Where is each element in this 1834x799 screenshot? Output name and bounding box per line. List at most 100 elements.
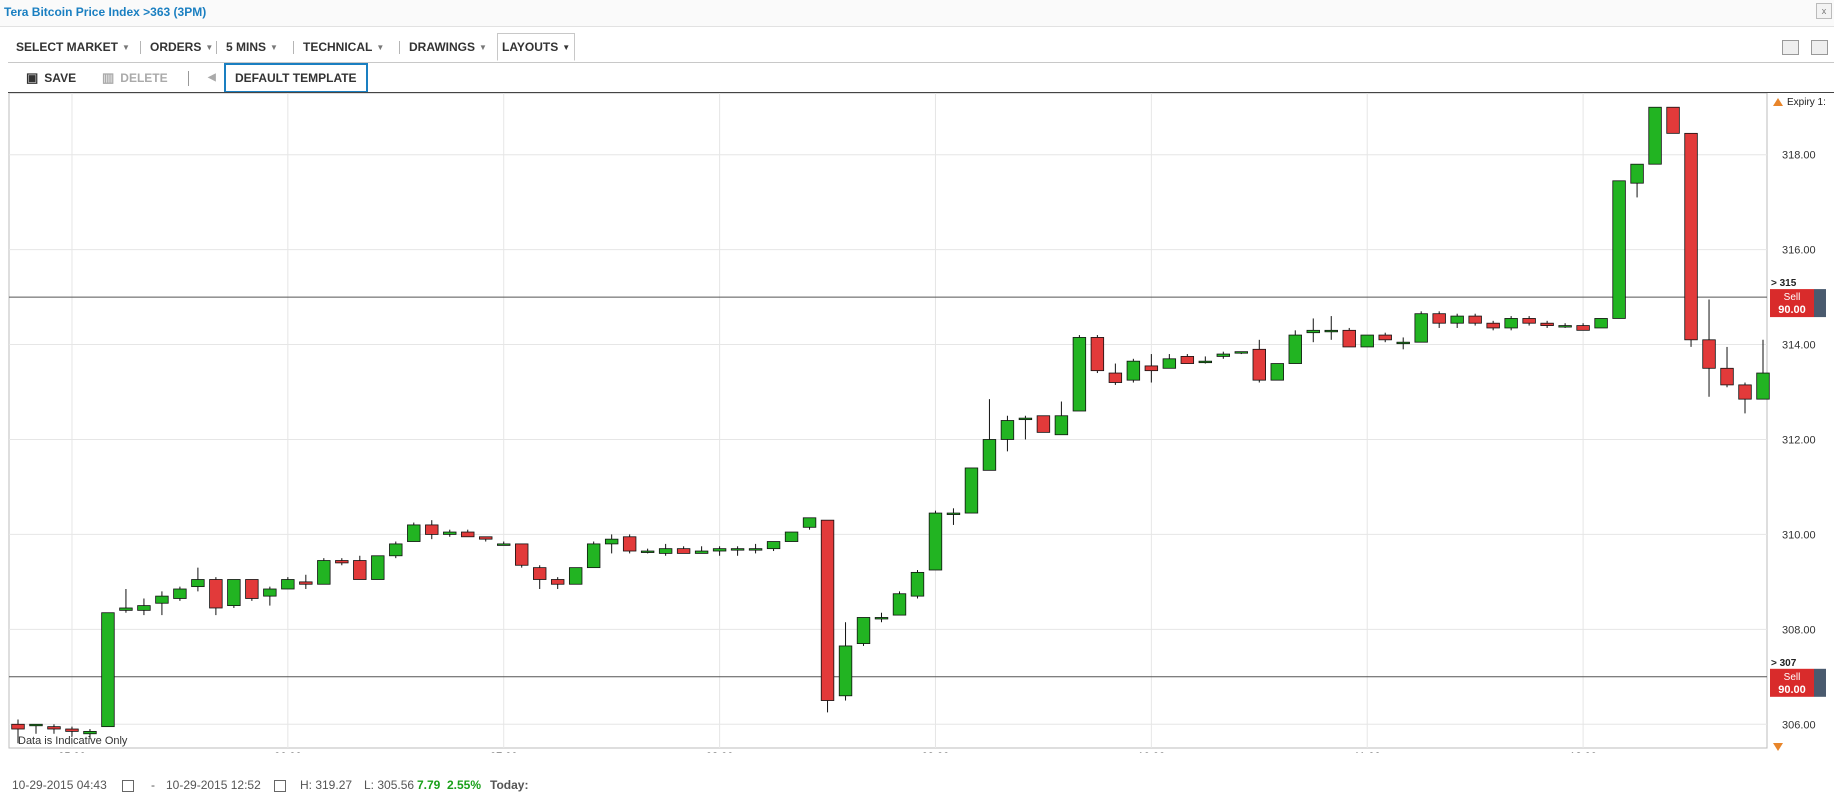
candle-body: [245, 579, 259, 599]
y-tick-label: 310.00: [1782, 529, 1816, 541]
image-icon[interactable]: [1781, 40, 1799, 55]
layout-toolbar: ▣ SAVE ▥ DELETE ◀ DEFAULT TEMPLATE: [8, 62, 1834, 93]
calendar-icon[interactable]: [122, 780, 134, 792]
calendar-icon[interactable]: [274, 780, 286, 792]
candle-body: [1738, 384, 1752, 400]
candle-body: [497, 543, 511, 546]
candle-body: [1018, 417, 1033, 421]
candle-body: [335, 560, 349, 564]
title-bar: Tera Bitcoin Price Index >363 (3PM) x: [0, 0, 1834, 27]
candle-body: [1684, 132, 1698, 341]
x-tick-label: 06:00: [274, 751, 302, 753]
level-label: > 307: [1771, 658, 1797, 669]
candle-body: [407, 524, 421, 542]
save-label: SAVE: [44, 71, 77, 85]
candle-body: [1432, 313, 1446, 324]
candle-body: [946, 512, 961, 515]
toolbar-divider: [188, 71, 189, 86]
candle-body: [227, 579, 241, 607]
sell-button: [1770, 668, 1814, 697]
menu-orders[interactable]: ORDERS ▼: [146, 34, 217, 60]
delete-button[interactable]: ▥ DELETE: [102, 63, 168, 93]
close-icon[interactable]: x: [1816, 3, 1832, 19]
candle-body: [658, 548, 673, 554]
chevron-down-icon: ▼: [376, 43, 385, 52]
candle-body: [461, 531, 475, 538]
candle-body: [299, 581, 313, 585]
menu-interval[interactable]: 5 MINS ▼: [222, 34, 282, 60]
today-label: Today:: [490, 778, 529, 792]
candle-body: [209, 579, 223, 609]
candle-body: [29, 723, 43, 727]
candle-body: [1702, 339, 1716, 369]
menu-layouts[interactable]: LAYOUTS ▼: [497, 33, 576, 61]
candle-body: [1270, 363, 1284, 381]
candle-body: [425, 524, 439, 535]
default-template-button[interactable]: DEFAULT TEMPLATE: [224, 63, 368, 93]
candle-body: [1324, 329, 1338, 333]
sell-label: Sell: [1784, 672, 1801, 683]
candle-body: [1720, 367, 1734, 386]
candle-body: [353, 560, 367, 580]
candle-body: [173, 588, 187, 599]
menu-divider: [140, 41, 141, 54]
y-tick-label: 308.00: [1782, 624, 1816, 636]
candle-body: [155, 595, 169, 604]
menu-label: SELECT MARKET: [16, 40, 118, 54]
chevron-down-icon: ▼: [122, 43, 130, 52]
candle-body: [1090, 337, 1105, 372]
x-tick-label: 09:00: [922, 751, 950, 753]
chevron-down-icon: ▼: [205, 43, 214, 52]
candle-body: [604, 538, 619, 545]
top-icons: [1774, 40, 1828, 60]
candle-body: [1180, 356, 1195, 364]
candle-body: [1126, 360, 1141, 381]
menu-drawings[interactable]: DRAWINGS ▼: [405, 34, 491, 60]
candle-body: [1648, 106, 1662, 165]
candle-body: [622, 536, 637, 552]
delete-label: DELETE: [120, 71, 168, 85]
expiry-label: Expiry 1:: [1787, 97, 1826, 108]
data-indicative-watermark: Data is Indicative Only: [18, 735, 128, 747]
candle-body: [317, 560, 331, 585]
chevron-down-icon: ▼: [562, 43, 571, 52]
sell-label: Sell: [1784, 292, 1801, 303]
menu-label: DRAWINGS: [409, 40, 475, 54]
candle-body: [443, 531, 457, 535]
candle-body: [65, 728, 79, 732]
candle-body: [874, 617, 889, 620]
candle-body: [1468, 315, 1482, 324]
level-label: > 315: [1771, 278, 1797, 289]
candle-body: [1162, 358, 1177, 369]
candle-body: [1594, 318, 1608, 329]
candle-body: [676, 548, 691, 554]
printer-icon[interactable]: [1811, 40, 1828, 55]
expiry-up-marker: [1773, 98, 1783, 106]
candle-body: [263, 588, 277, 597]
trash-icon: ▥: [102, 70, 115, 85]
candle-body: [694, 550, 709, 554]
range-end: 10-29-2015 12:52: [166, 778, 261, 792]
save-button[interactable]: ▣ SAVE: [26, 63, 76, 93]
candle-body: [550, 579, 565, 585]
candle-body: [1396, 341, 1410, 345]
chevron-left-icon: ◀: [208, 72, 216, 83]
candle-body: [820, 519, 835, 701]
sell-price: 90.00: [1778, 304, 1806, 316]
candle-body: [1630, 163, 1644, 184]
candle-body: [1612, 180, 1626, 319]
candle-body: [1666, 106, 1680, 134]
chevron-down-icon: ▼: [479, 43, 487, 52]
x-tick-label: 05:00: [58, 751, 86, 753]
menu-technical[interactable]: TECHNICAL ▼: [299, 34, 388, 60]
menu-select-market[interactable]: SELECT MARKET ▼: [12, 34, 134, 60]
sell-price: 90.00: [1778, 684, 1806, 696]
candle-body: [515, 543, 529, 566]
range-start: 10-29-2015 04:43: [12, 778, 107, 792]
window-title: Tera Bitcoin Price Index >363 (3PM): [4, 5, 207, 19]
candle-body: [568, 567, 583, 585]
candle-body: [1756, 372, 1770, 400]
sell-button-edge: [1814, 289, 1826, 318]
candle-body: [1306, 329, 1320, 334]
candle-body: [1252, 348, 1266, 381]
